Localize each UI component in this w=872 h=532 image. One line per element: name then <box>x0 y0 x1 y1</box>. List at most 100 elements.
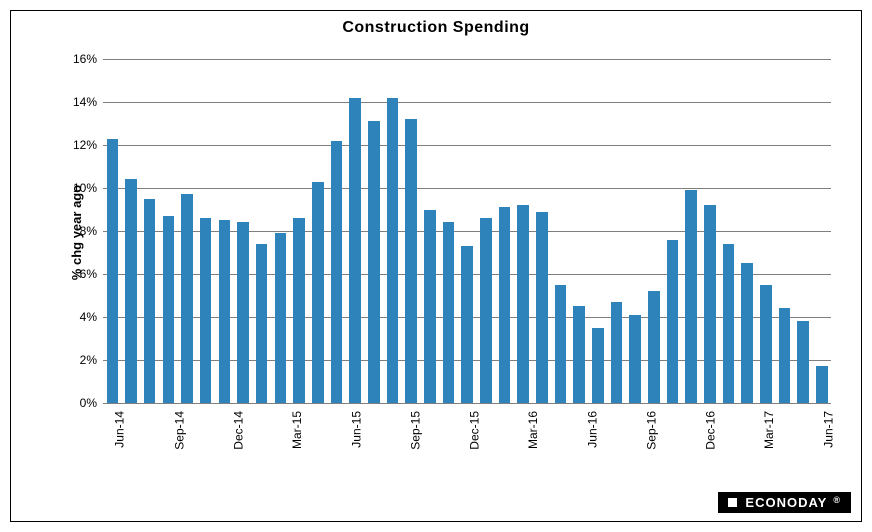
x-axis-labels: Jun-14Sep-14Dec-14Mar-15Jun-15Sep-15Dec-… <box>103 407 831 497</box>
bar-slot <box>308 59 327 403</box>
outer-frame: Construction Spending % chg year ago 0%2… <box>0 0 872 532</box>
bar <box>667 240 679 403</box>
bar <box>219 220 231 403</box>
bar <box>499 207 511 403</box>
x-label-slot <box>673 407 693 497</box>
branding-reg-mark: ® <box>833 495 841 505</box>
bar <box>405 119 417 403</box>
bar <box>592 328 604 403</box>
bar-slot <box>794 59 813 403</box>
x-label-slot: Jun-17 <box>811 407 831 497</box>
bar <box>293 218 305 403</box>
bar-slot <box>140 59 159 403</box>
bar <box>424 210 436 404</box>
x-label-slot: Dec-16 <box>693 407 713 497</box>
y-tick-label: 16% <box>73 52 103 66</box>
bar-slot <box>570 59 589 403</box>
bar-slot <box>178 59 197 403</box>
x-label-slot: Dec-14 <box>221 407 241 497</box>
bar-slot <box>607 59 626 403</box>
branding-text: ECONODAY <box>745 495 827 510</box>
bar-slot <box>644 59 663 403</box>
x-label-slot <box>595 407 615 497</box>
bar <box>536 212 548 403</box>
bar <box>611 302 623 403</box>
bar-slot <box>757 59 776 403</box>
bar-slot <box>663 59 682 403</box>
bar <box>573 306 585 403</box>
x-label-slot <box>319 407 339 497</box>
bar <box>349 98 361 403</box>
bar <box>723 244 735 403</box>
bar <box>331 141 343 403</box>
bar <box>275 233 287 403</box>
x-label-slot: Dec-15 <box>457 407 477 497</box>
bar <box>685 190 697 403</box>
x-label-slot <box>378 407 398 497</box>
branding-econoday: ECONODAY ® <box>718 492 851 513</box>
bar-slot <box>252 59 271 403</box>
bar <box>125 179 137 403</box>
bar <box>517 205 529 403</box>
y-tick-label: 14% <box>73 95 103 109</box>
x-label-slot <box>555 407 575 497</box>
bar-slot <box>588 59 607 403</box>
bar-slot <box>682 59 701 403</box>
bar-slot <box>813 59 832 403</box>
x-label-slot <box>477 407 497 497</box>
bar-slot <box>346 59 365 403</box>
x-label-slot: Jun-14 <box>103 407 123 497</box>
x-label-slot <box>359 407 379 497</box>
bar-slot <box>476 59 495 403</box>
chart-title: Construction Spending <box>11 19 861 37</box>
bar <box>144 199 156 403</box>
x-label-slot <box>536 407 556 497</box>
x-label-slot <box>201 407 221 497</box>
x-label-slot <box>733 407 753 497</box>
bar <box>555 285 567 403</box>
x-label-slot <box>496 407 516 497</box>
bar-slot <box>738 59 757 403</box>
bar-slot <box>196 59 215 403</box>
bar-slot <box>122 59 141 403</box>
bar-slot <box>514 59 533 403</box>
x-label-slot: Sep-16 <box>634 407 654 497</box>
x-label-slot <box>437 407 457 497</box>
x-label-slot <box>142 407 162 497</box>
bar-slot <box>327 59 346 403</box>
bar-slot <box>159 59 178 403</box>
x-label-slot <box>300 407 320 497</box>
x-label-slot <box>123 407 143 497</box>
y-tick-label: 6% <box>80 267 103 281</box>
gridline <box>103 403 831 404</box>
bar-slot <box>290 59 309 403</box>
bar-slot <box>234 59 253 403</box>
bar-slot <box>420 59 439 403</box>
bar-slot <box>271 59 290 403</box>
bar <box>163 216 175 403</box>
bar <box>181 194 193 403</box>
x-label-slot: Sep-15 <box>398 407 418 497</box>
bar <box>760 285 772 403</box>
bar-slot <box>626 59 645 403</box>
x-label-slot <box>792 407 812 497</box>
x-label-slot: Jun-16 <box>575 407 595 497</box>
x-label-slot: Mar-17 <box>752 407 772 497</box>
bar-slot <box>402 59 421 403</box>
x-label-slot <box>772 407 792 497</box>
x-label-slot <box>713 407 733 497</box>
y-tick-label: 12% <box>73 138 103 152</box>
bar-slot <box>701 59 720 403</box>
bar <box>107 139 119 403</box>
x-label-slot <box>614 407 634 497</box>
x-tick-label: Jun-17 <box>821 411 835 448</box>
chart-frame: Construction Spending % chg year ago 0%2… <box>10 10 862 522</box>
branding-square-icon <box>728 498 737 507</box>
y-tick-label: 0% <box>80 396 103 410</box>
x-label-slot <box>241 407 261 497</box>
bar <box>629 315 641 403</box>
bar <box>704 205 716 403</box>
bar-slot <box>719 59 738 403</box>
bar <box>237 222 249 403</box>
x-label-slot <box>654 407 674 497</box>
